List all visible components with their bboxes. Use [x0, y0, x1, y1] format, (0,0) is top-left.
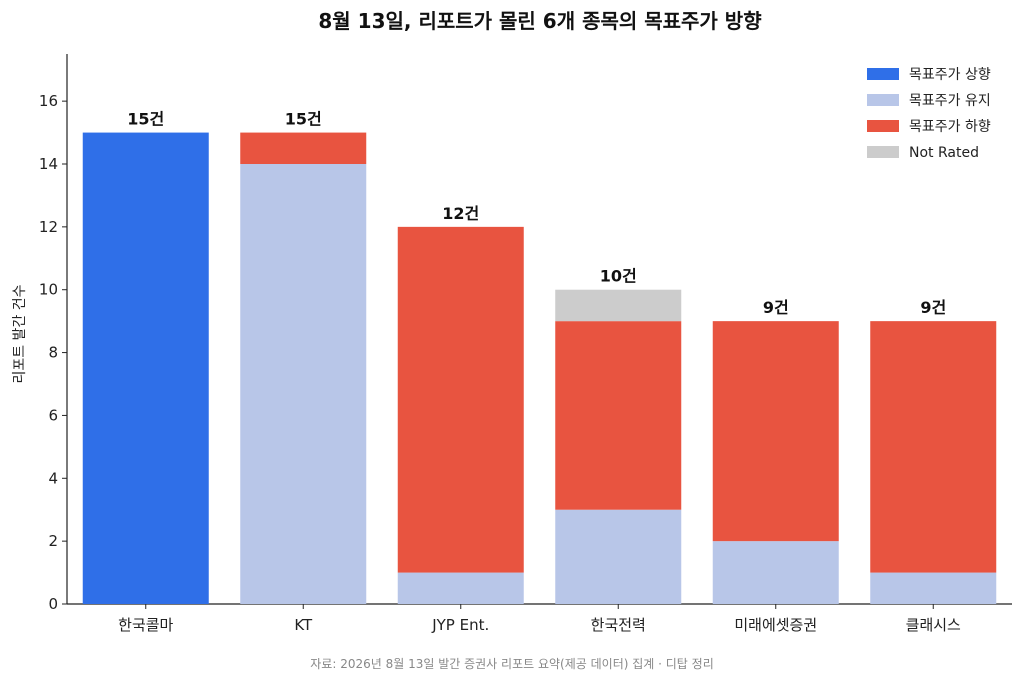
y-tick-label: 4: [48, 469, 58, 487]
y-tick-label: 2: [48, 532, 58, 550]
bar-segment: [555, 509, 682, 604]
legend-label: Not Rated: [909, 145, 979, 161]
bar-total-label: 10건: [600, 267, 637, 286]
y-tick-label: 10: [39, 281, 58, 299]
legend-swatch: [867, 94, 899, 106]
y-tick-label: 12: [39, 218, 58, 236]
data-labels: 15건 15건 12건 10건 9건 9건: [127, 110, 946, 318]
bar-total-label: 9건: [920, 298, 946, 317]
source-note: 자료: 2026년 8월 13일 발간 증권사 리포트 요약(제공 데이터) 집…: [310, 656, 713, 671]
bar-segment: [397, 572, 524, 604]
x-tick-label: 한국전력: [591, 616, 646, 634]
x-tick-label: 클래시스: [906, 616, 961, 634]
bar-total-label: 9건: [763, 298, 789, 317]
bar-segment: [240, 132, 367, 164]
bar-segment: [82, 132, 209, 605]
bar-total-label: 12건: [442, 204, 479, 223]
bar-segment: [712, 541, 839, 604]
y-axis: 0 2 4 6 8 10 12 14 16: [39, 54, 68, 613]
bar-segment: [555, 289, 682, 322]
y-tick-label: 16: [39, 92, 58, 110]
y-tick-label: 14: [39, 155, 58, 173]
legend-swatch: [867, 146, 899, 158]
x-tick-label: 한국콜마: [118, 616, 173, 634]
x-tick-label: JYP Ent.: [431, 616, 489, 634]
bar-segment: [870, 321, 997, 573]
y-tick-label: 6: [48, 406, 58, 424]
bar-segment: [240, 164, 367, 604]
x-tick-label: 미래에셋증권: [734, 616, 817, 634]
bar-total-label: 15건: [285, 110, 322, 129]
bar-total-label: 15건: [127, 110, 164, 129]
x-axis: 한국콜마 KT JYP Ent. 한국전력 미래에셋증권 클래시스: [67, 603, 1012, 634]
legend-swatch: [867, 68, 899, 80]
legend-label: 목표주가 하향: [909, 119, 991, 135]
y-axis-label: 리포트 발간 건수: [12, 284, 28, 383]
legend-swatch: [867, 120, 899, 132]
x-tick-label: KT: [294, 616, 313, 634]
legend-label: 목표주가 유지: [909, 93, 991, 109]
bar-segment: [712, 321, 839, 542]
bar-segment: [555, 321, 682, 510]
bar-segment: [397, 226, 524, 573]
bars: [82, 132, 997, 605]
y-tick-label: 0: [48, 595, 58, 613]
legend-label: 목표주가 상향: [909, 67, 991, 83]
bar-segment: [870, 572, 997, 604]
y-tick-label: 8: [48, 344, 58, 362]
chart-title: 8월 13일, 리포트가 몰린 6개 종목의 목표주가 방향: [318, 9, 762, 33]
